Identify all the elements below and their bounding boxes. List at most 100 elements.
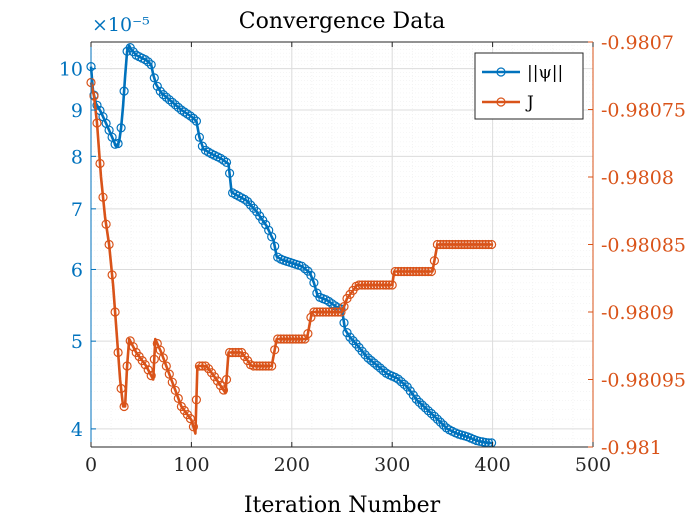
series-marker-1 bbox=[125, 336, 135, 346]
series-marker-1 bbox=[487, 239, 497, 250]
x-tick-label: 300 bbox=[374, 454, 410, 476]
series-marker-1 bbox=[143, 365, 153, 375]
series-marker-1 bbox=[447, 239, 457, 250]
series-marker-1 bbox=[390, 266, 400, 277]
series-marker-1 bbox=[462, 239, 473, 250]
series-marker-1 bbox=[255, 361, 265, 371]
series-marker-0 bbox=[167, 97, 177, 107]
series-marker-0 bbox=[306, 270, 316, 280]
series-marker-0 bbox=[429, 411, 439, 421]
series-marker-0 bbox=[116, 123, 126, 133]
series-marker-1 bbox=[149, 354, 159, 364]
series-marker-0 bbox=[246, 200, 256, 210]
series-marker-1 bbox=[444, 239, 454, 250]
series-marker-1 bbox=[98, 192, 108, 202]
right-tick-label: -0.98095 bbox=[601, 370, 686, 392]
series-marker-1 bbox=[387, 280, 397, 290]
series-marker-1 bbox=[456, 239, 467, 250]
series-marker-1 bbox=[336, 307, 346, 317]
series-marker-1 bbox=[369, 280, 379, 290]
series-marker-1 bbox=[155, 345, 165, 355]
series-marker-1 bbox=[231, 347, 241, 358]
series-marker-1 bbox=[279, 334, 289, 344]
series-marker-1 bbox=[450, 239, 461, 250]
series-marker-0 bbox=[414, 397, 424, 407]
series-marker-0 bbox=[221, 157, 232, 167]
series-marker-1 bbox=[432, 239, 442, 250]
series-marker-0 bbox=[435, 417, 445, 427]
chart-title: Convergence Data bbox=[239, 9, 446, 34]
series-marker-1 bbox=[312, 307, 322, 317]
series-marker-1 bbox=[423, 266, 433, 277]
x-tick-label: 100 bbox=[173, 454, 209, 476]
series-marker-1 bbox=[420, 266, 430, 277]
series-marker-1 bbox=[408, 266, 418, 277]
series-marker-1 bbox=[215, 380, 226, 391]
series-marker-1 bbox=[258, 361, 268, 371]
series-marker-0 bbox=[267, 232, 277, 242]
series-marker-1 bbox=[481, 239, 491, 250]
series-marker-0 bbox=[261, 220, 271, 230]
series-marker-0 bbox=[218, 155, 229, 165]
right-tick-label: -0.9808 bbox=[601, 167, 674, 189]
series-marker-0 bbox=[188, 113, 198, 124]
left-tick-label: 5 bbox=[71, 331, 83, 353]
left-axis-exponent: ×10⁻⁵ bbox=[92, 14, 150, 36]
series-marker-0 bbox=[194, 132, 204, 142]
right-tick-label: -0.9809 bbox=[601, 302, 674, 324]
series-marker-1 bbox=[354, 280, 364, 290]
series-marker-0 bbox=[297, 261, 307, 271]
series-marker-1 bbox=[276, 334, 286, 344]
series-marker-0 bbox=[119, 86, 129, 96]
series-marker-1 bbox=[484, 239, 494, 250]
legend-marker-0 bbox=[496, 67, 506, 77]
series-marker-0 bbox=[155, 86, 165, 96]
series-marker-1 bbox=[324, 307, 334, 317]
series-marker-1 bbox=[101, 219, 111, 229]
series-marker-1 bbox=[478, 239, 488, 250]
series-layer bbox=[86, 42, 497, 448]
series-marker-1 bbox=[327, 307, 337, 317]
series-marker-0 bbox=[146, 60, 156, 70]
series-marker-1 bbox=[200, 361, 211, 371]
series-marker-0 bbox=[396, 377, 406, 387]
series-marker-1 bbox=[297, 334, 307, 344]
x-tick-label: 0 bbox=[85, 454, 97, 476]
series-marker-1 bbox=[225, 347, 235, 358]
series-marker-1 bbox=[384, 280, 394, 290]
series-marker-1 bbox=[438, 239, 448, 250]
series-marker-1 bbox=[318, 307, 328, 317]
series-marker-0 bbox=[342, 328, 352, 338]
x-tick-label: 400 bbox=[474, 454, 510, 476]
series-marker-0 bbox=[369, 358, 379, 368]
legend-label-0: ||ψ|| bbox=[527, 63, 563, 83]
right-tick-label: -0.98075 bbox=[601, 100, 686, 122]
series-marker-1 bbox=[402, 266, 412, 277]
series-marker-1 bbox=[267, 361, 277, 371]
series-marker-1 bbox=[357, 280, 367, 290]
series-marker-0 bbox=[191, 116, 201, 126]
left-tick-label: 6 bbox=[71, 259, 83, 281]
series-marker-1 bbox=[468, 239, 479, 250]
series-marker-1 bbox=[303, 329, 313, 339]
series-marker-0 bbox=[140, 54, 150, 65]
series-marker-1 bbox=[173, 393, 183, 403]
series-marker-1 bbox=[453, 239, 464, 250]
series-marker-0 bbox=[360, 350, 370, 360]
right-tick-label: -0.98085 bbox=[601, 235, 686, 257]
series-marker-1 bbox=[441, 239, 451, 250]
series-marker-1 bbox=[119, 401, 129, 412]
series-marker-1 bbox=[161, 361, 171, 371]
series-marker-1 bbox=[228, 347, 238, 358]
series-marker-1 bbox=[221, 374, 232, 385]
series-marker-1 bbox=[429, 256, 439, 266]
series-marker-1 bbox=[360, 280, 370, 290]
series-marker-1 bbox=[294, 334, 304, 344]
series-marker-1 bbox=[285, 334, 295, 344]
series-marker-0 bbox=[170, 100, 180, 110]
series-marker-0 bbox=[420, 403, 430, 413]
series-marker-0 bbox=[173, 102, 183, 113]
series-marker-1 bbox=[261, 361, 271, 371]
series-marker-1 bbox=[104, 239, 114, 250]
right-tick-label: -0.981 bbox=[601, 437, 662, 459]
